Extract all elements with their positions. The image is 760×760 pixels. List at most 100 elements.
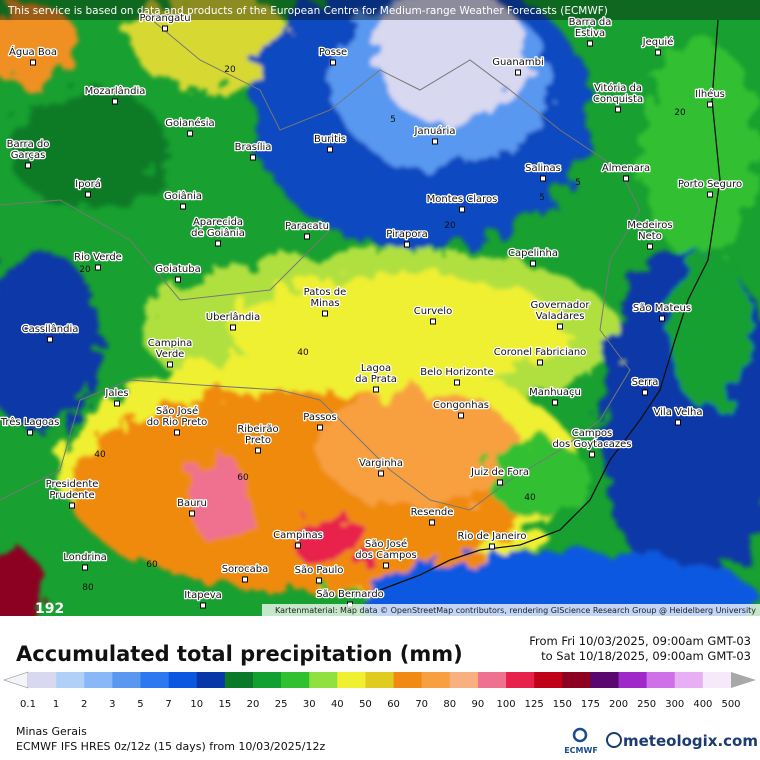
city-dot bbox=[647, 243, 653, 250]
period-end: to Sat 10/18/2025, 09:00am GMT-03 bbox=[541, 649, 751, 663]
city-dot bbox=[515, 69, 521, 76]
city-dot bbox=[537, 359, 543, 366]
contour-label: 60 bbox=[237, 473, 249, 483]
city-label: Juiz de Fora bbox=[470, 467, 529, 478]
city-dot bbox=[540, 175, 546, 182]
city-label: Manhuaçu bbox=[529, 387, 581, 398]
city-label: Itapeva bbox=[184, 590, 222, 601]
legend-swatch bbox=[534, 672, 563, 688]
city-label: Varginha bbox=[359, 458, 403, 469]
city-label: Goianésia bbox=[165, 117, 214, 129]
city-label: Iporá bbox=[75, 178, 101, 190]
city-dot bbox=[167, 361, 173, 368]
legend-value: 150 bbox=[553, 699, 572, 710]
city-label: Garças bbox=[11, 150, 46, 161]
region: Minas Gerais bbox=[16, 725, 87, 738]
legend-value: 400 bbox=[693, 699, 712, 710]
city-dot bbox=[383, 562, 389, 569]
city-label: Aparecida bbox=[193, 217, 243, 228]
city-label: dos Campos bbox=[355, 550, 416, 561]
city-label: Rio de Janeiro bbox=[457, 531, 526, 542]
city-label: Brasília bbox=[235, 141, 272, 153]
city-dot bbox=[589, 451, 595, 458]
city-label: Governador bbox=[531, 300, 591, 311]
city-dot bbox=[95, 264, 101, 271]
city-dot bbox=[373, 386, 379, 393]
contour-label: 5 bbox=[390, 115, 396, 125]
city-label: Patos de bbox=[304, 287, 347, 298]
legend-swatch bbox=[224, 672, 254, 688]
city-dot bbox=[615, 106, 621, 113]
marker: 192 bbox=[35, 601, 64, 617]
city-label: Congonhas bbox=[433, 400, 489, 411]
city-label: Pirapora bbox=[386, 229, 428, 240]
city-label: Goiatuba bbox=[155, 264, 201, 275]
city-label: de Goiânia bbox=[191, 227, 245, 239]
city-dot bbox=[304, 233, 310, 240]
city-dot bbox=[200, 602, 206, 609]
legend-value: 25 bbox=[275, 699, 288, 710]
legend-swatch bbox=[421, 672, 451, 688]
city-label: Montes Claros bbox=[427, 194, 498, 205]
contour-label: 5 bbox=[539, 193, 545, 203]
city-label: Verde bbox=[156, 349, 185, 360]
city-dot bbox=[655, 49, 661, 56]
city-label: Neto bbox=[638, 231, 662, 242]
city-label: Bauru bbox=[177, 498, 207, 509]
legend-swatch bbox=[56, 672, 85, 688]
city-label: Buritis bbox=[314, 134, 346, 145]
city-dot bbox=[242, 576, 248, 583]
city-dot bbox=[175, 276, 181, 283]
city-label: dos Goytacazes bbox=[553, 439, 632, 450]
legend-value: 70 bbox=[415, 699, 428, 710]
city-dot bbox=[327, 146, 333, 153]
city-label: Presidente bbox=[46, 479, 99, 490]
legend-value: 90 bbox=[472, 699, 485, 710]
city-dot bbox=[69, 502, 75, 509]
legend-value: 100 bbox=[496, 699, 515, 710]
city-dot bbox=[255, 447, 261, 454]
city-dot bbox=[82, 564, 88, 571]
legend-value: 175 bbox=[581, 699, 600, 710]
legend-swatch bbox=[112, 672, 141, 688]
city-label: Mozarlândia bbox=[85, 85, 146, 97]
city-label: São José bbox=[156, 405, 198, 417]
legend-value: 2 bbox=[81, 699, 87, 710]
city-label: Porangatu bbox=[139, 13, 190, 24]
legend-value: 50 bbox=[359, 699, 372, 710]
legend-value: 500 bbox=[721, 699, 740, 710]
legend-value: 15 bbox=[218, 699, 231, 710]
city-dot bbox=[30, 59, 36, 66]
city-label: Valadares bbox=[536, 311, 585, 322]
city-dot bbox=[587, 40, 593, 47]
legend-swatch bbox=[84, 672, 113, 688]
city-label: São Mateus bbox=[633, 303, 691, 314]
city-dot bbox=[189, 510, 195, 517]
city-label: Barra da bbox=[569, 17, 612, 28]
legend-swatch bbox=[252, 672, 282, 688]
legend-swatch bbox=[337, 672, 366, 688]
city-dot bbox=[454, 379, 460, 386]
city-label: Lagoa bbox=[361, 363, 391, 374]
contour-label: 20 bbox=[79, 265, 91, 275]
city-dot bbox=[322, 310, 328, 317]
city-dot bbox=[112, 98, 118, 105]
city-dot bbox=[530, 260, 536, 267]
legend-swatch bbox=[506, 672, 535, 688]
city-label: Almenara bbox=[602, 163, 650, 174]
city-label: Estiva bbox=[575, 28, 605, 39]
legend-value: 7 bbox=[165, 699, 171, 710]
legend-swatch bbox=[590, 672, 619, 688]
period-start: From Fri 10/03/2025, 09:00am GMT-03 bbox=[529, 634, 751, 648]
city-label: Ilhéus bbox=[695, 88, 725, 100]
city-label: Capelinha bbox=[508, 248, 558, 259]
legend-swatch bbox=[28, 672, 57, 688]
city-dot bbox=[642, 389, 648, 396]
meteologix-logo[interactable]: meteologix.com bbox=[623, 732, 758, 750]
city-dot bbox=[317, 424, 323, 431]
city-label: Rio Verde bbox=[74, 252, 122, 263]
attribution-bg bbox=[262, 604, 760, 616]
legend-arrow-left bbox=[3, 671, 29, 689]
city-dot bbox=[459, 206, 465, 213]
